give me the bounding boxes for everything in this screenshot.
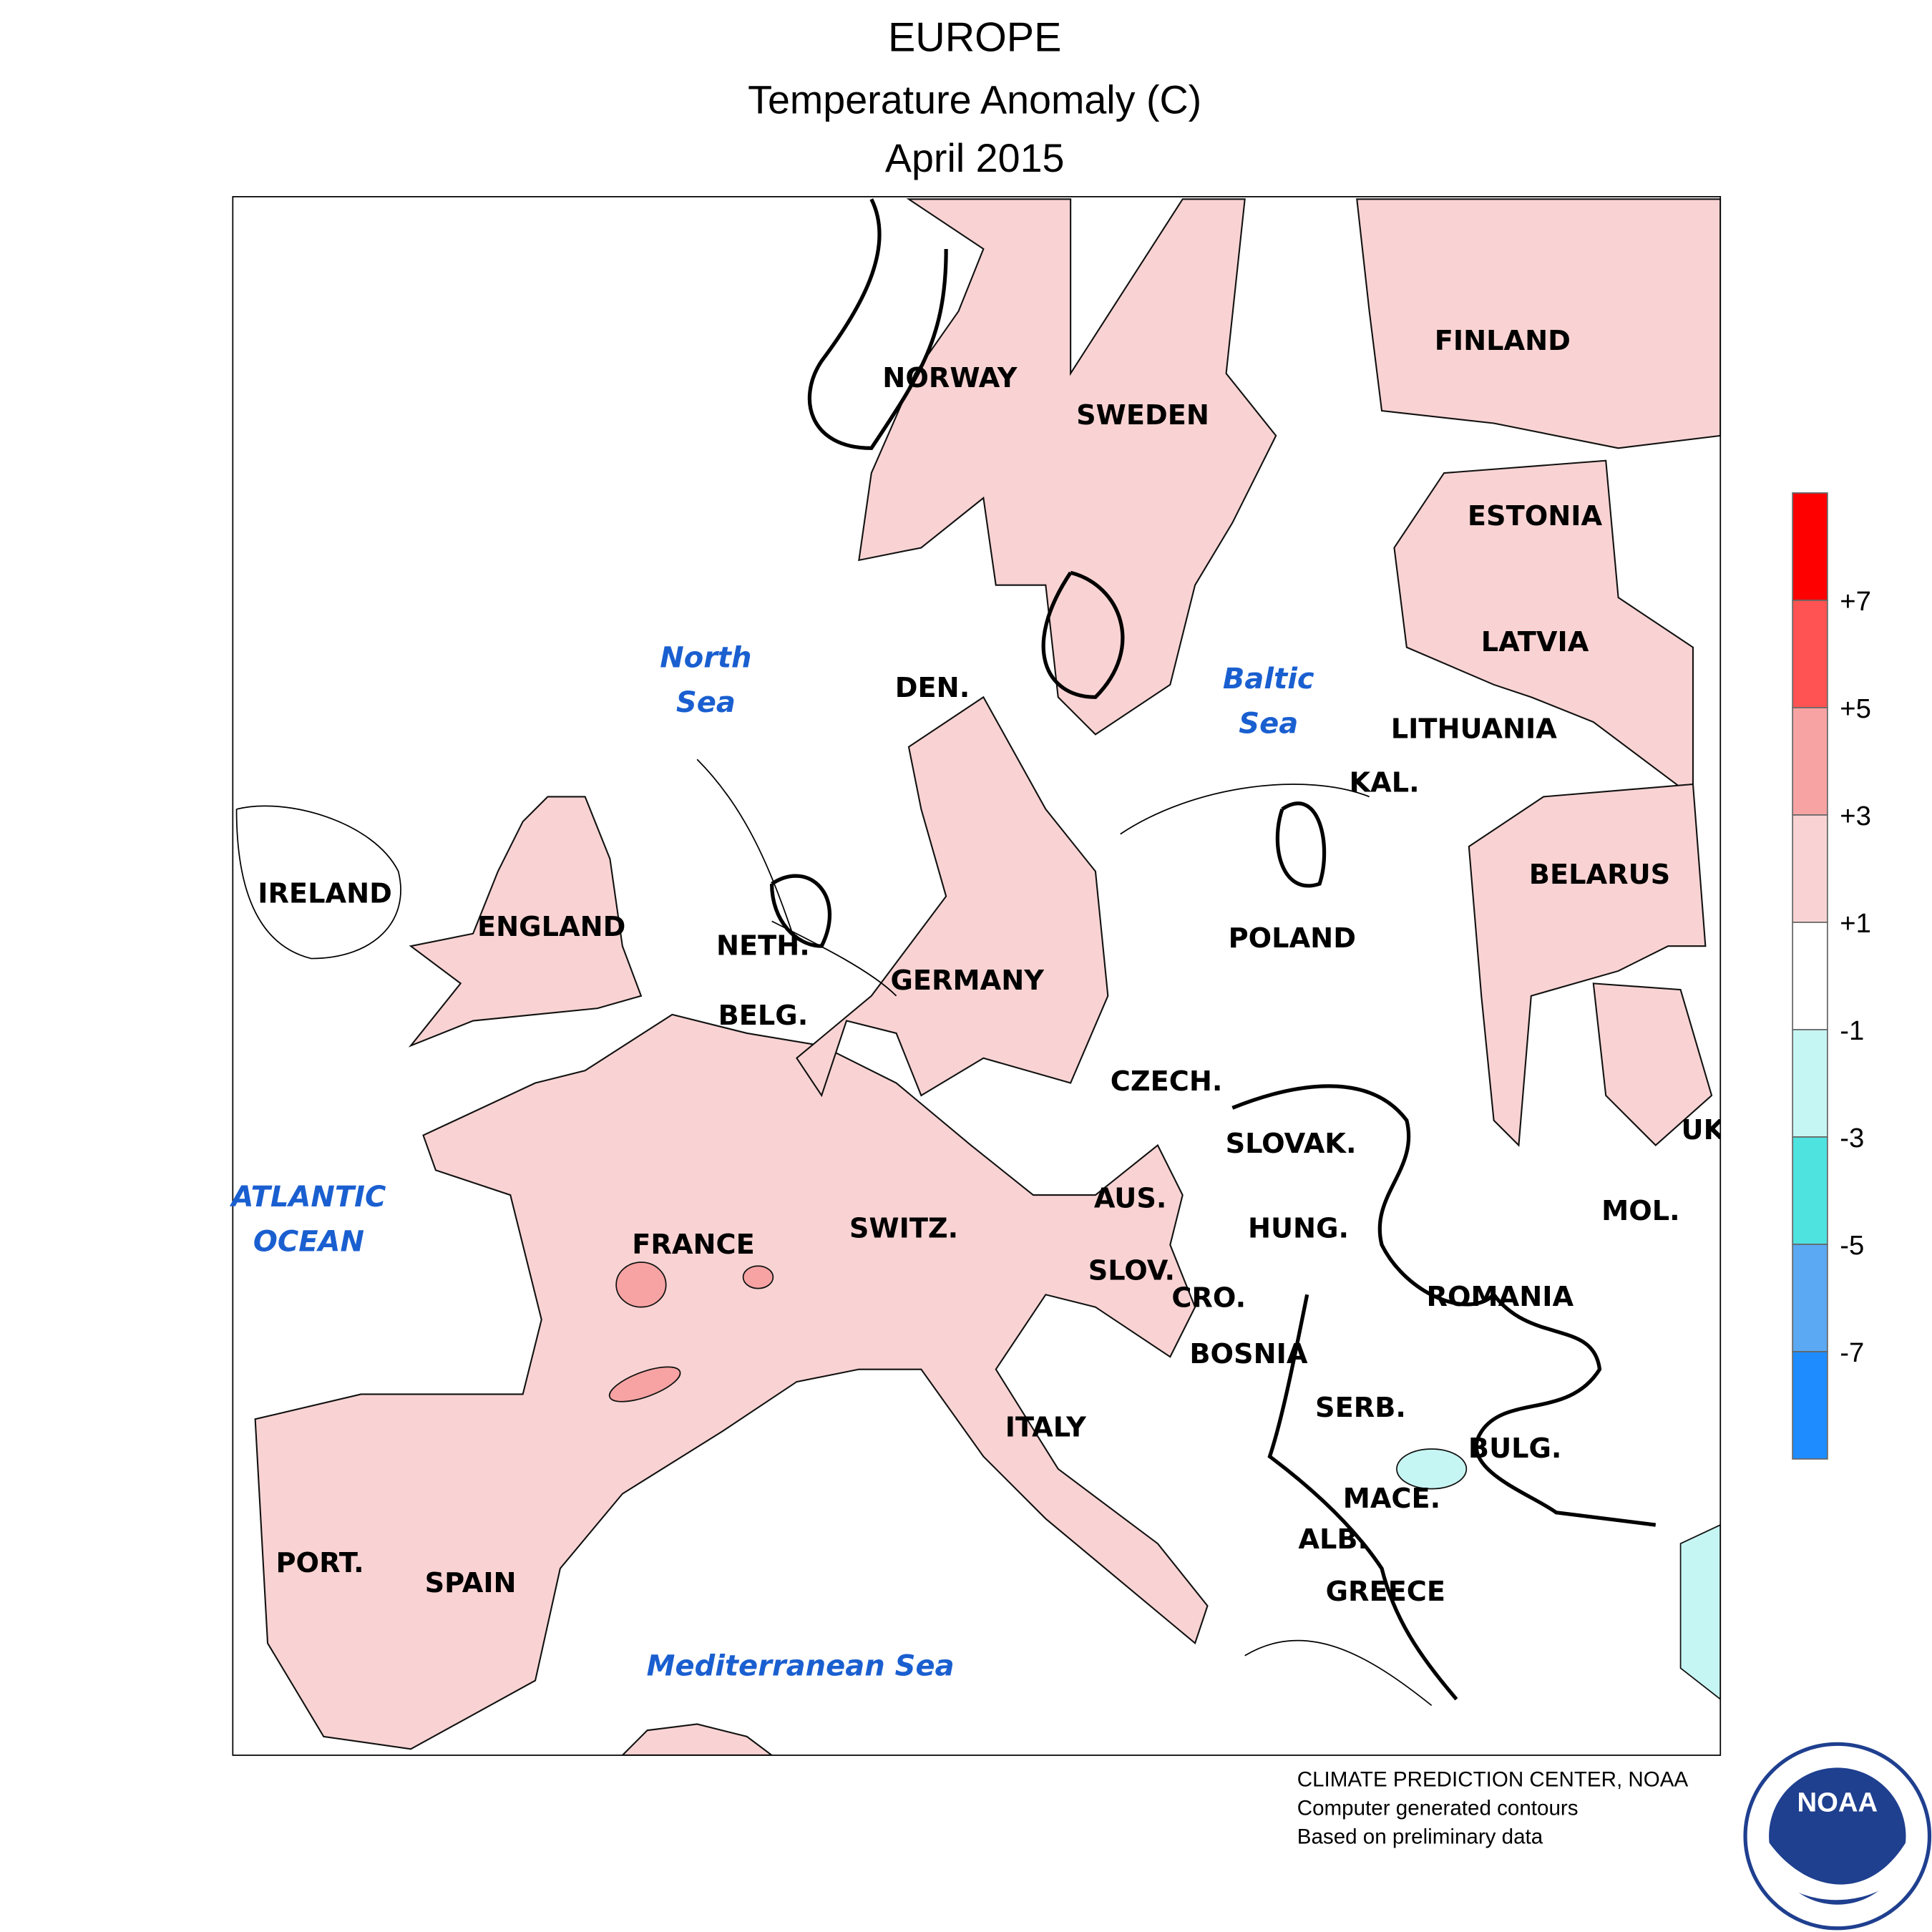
country-label: PORT. [276,1547,364,1579]
legend-label: +7 [1840,586,1871,617]
country-label: ITALY [1005,1412,1087,1444]
country-label: HUNG. [1248,1212,1349,1244]
legend-label: -1 [1840,1015,1864,1046]
country-label: BULG. [1468,1433,1562,1465]
country-label: SPAIN [425,1567,517,1599]
subtitle: Temperature Anomaly (C) [748,77,1201,122]
country-labels: NORWAY SWEDEN FINLAND ESTONIA LATVIA LITHUANI… [258,325,1726,1608]
legend-label: +1 [1840,908,1871,939]
warm-patch [608,1366,681,1402]
legend-label: -3 [1840,1123,1864,1153]
country-label: SERB. [1315,1392,1406,1424]
country-label: GREECE [1326,1576,1445,1608]
country-label: SLOVAK. [1226,1128,1357,1160]
country-label: MACE. [1343,1483,1440,1515]
map-frame [232,196,1722,1756]
sea-label: ATLANTIC [230,1181,386,1214]
legend: +7 +5 +3 +1 -1 -3 -5 -7 [1792,492,1871,1460]
country-label: NETH. [716,930,810,962]
legend-swatch [1792,922,1828,1030]
legend-swatch [1792,1136,1828,1245]
country-label: SWITZ. [849,1212,958,1244]
sea-label: Sea [676,686,736,719]
logo-gull [1769,1842,1906,1901]
country-label: GERMANY [891,965,1045,997]
anomaly-region [1592,982,1713,1146]
legend-label: +3 [1840,801,1871,831]
country-label: BELG. [718,1000,809,1032]
legend-swatch [1792,600,1828,708]
anomaly-region [621,1723,774,1755]
legend-swatch [1792,492,1828,601]
country-label: NORWAY [882,362,1018,394]
legend-swatch [1792,1351,1828,1460]
country-label: CZECH. [1111,1065,1223,1098]
country-label: POLAND [1229,922,1356,955]
anomaly-region [1468,783,1707,1147]
footer-line: CLIMATE PREDICTION CENTER, NOAA [1297,1767,1689,1791]
country-label: LATVIA [1481,626,1589,658]
country-label: SWEDEN [1076,399,1209,431]
legend-swatch [1792,1244,1828,1352]
country-label: MOL. [1601,1195,1680,1227]
country-label: ESTONIA [1468,500,1603,532]
country-label: CRO. [1171,1282,1246,1314]
legend-label: -5 [1840,1230,1864,1261]
cool-patch [1396,1448,1468,1490]
country-label: BELARUS [1529,859,1670,891]
anomaly-region [858,198,1277,736]
country-label: DEN. [895,672,970,704]
country-label: KAL. [1349,766,1419,799]
sea-label: Sea [1239,708,1298,741]
contour [769,198,1327,948]
coastline [235,758,1433,1707]
anomaly-region [1393,459,1694,799]
anomaly-region [408,796,643,1048]
legend-swatch [1792,707,1828,816]
warm-patch [742,1265,774,1289]
legend-label: -7 [1840,1337,1864,1368]
map [233,196,1721,1755]
sea-label: OCEAN [253,1225,364,1258]
labels: NORWAY SWEDEN FINLAND ESTONIA LATVIA LITHUANI… [230,325,1726,1683]
country-label: ROMANIA [1427,1281,1574,1313]
anomaly-region [254,1013,1209,1750]
sea-label: North [660,641,751,674]
country-label: FRANCE [632,1229,754,1261]
legend-swatch [1792,814,1828,923]
logo-text: NOAA [1797,1787,1878,1818]
footer: CLIMATE PREDICTION CENTER, NOAA Computer … [1297,1767,1689,1848]
legend-label: +5 [1840,693,1871,724]
contour [1231,1084,1657,1701]
footer-line: Based on preliminary data [1297,1825,1543,1848]
country-label: AUS. [1094,1183,1167,1215]
footer-line: Computer generated contours [1297,1796,1579,1820]
anomaly-region [796,696,1109,1098]
period: April 2015 [885,136,1065,180]
country-label: SLOV. [1088,1254,1175,1287]
noaa-logo: NOAA [1743,1742,1932,1931]
anomaly-region [1356,198,1721,449]
sea-label: Baltic [1223,663,1314,696]
title: EUROPE [888,14,1061,60]
country-label: ALB. [1298,1523,1368,1556]
logo-disc [1769,1767,1906,1905]
country-label: FINLAND [1435,325,1571,357]
country-label: BOSNIA [1189,1338,1308,1370]
cool-patch [1679,1524,1721,1700]
country-label: ENGLAND [477,911,625,943]
country-label: UK [1682,1114,1726,1146]
legend-swatch [1792,1029,1828,1138]
sea-label: Mediterranean Sea [647,1650,955,1683]
country-label: IRELAND [258,877,392,909]
warm-patch [615,1262,667,1308]
country-label: LITHUANIA [1391,713,1558,746]
